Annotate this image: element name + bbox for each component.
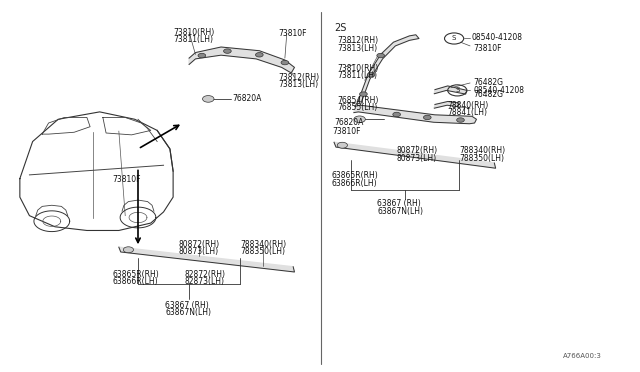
Text: 73810(RH): 73810(RH): [173, 28, 214, 37]
Polygon shape: [189, 47, 294, 73]
Text: 73810F: 73810F: [333, 126, 361, 136]
Polygon shape: [119, 247, 294, 272]
Text: 76482G: 76482G: [473, 90, 503, 99]
Text: 76855(LH): 76855(LH): [337, 103, 378, 112]
Text: A766A00:3: A766A00:3: [563, 353, 602, 359]
Text: 08540-41208: 08540-41208: [471, 33, 522, 42]
Circle shape: [354, 116, 365, 123]
Text: 80872(RH): 80872(RH): [178, 240, 220, 249]
Text: S: S: [455, 87, 460, 93]
Text: 76820A: 76820A: [335, 118, 364, 127]
Text: 73812(RH): 73812(RH): [278, 73, 319, 82]
Circle shape: [393, 112, 401, 117]
Text: 76820A: 76820A: [232, 94, 262, 103]
Circle shape: [424, 115, 431, 120]
Text: 73810F: 73810F: [278, 29, 307, 38]
Circle shape: [367, 73, 375, 77]
Text: 63865R(RH): 63865R(RH): [113, 270, 159, 279]
Circle shape: [202, 96, 214, 102]
Text: 73811(LH): 73811(LH): [337, 71, 377, 80]
Polygon shape: [435, 86, 467, 94]
Polygon shape: [354, 105, 476, 124]
Text: 73811(LH): 73811(LH): [173, 35, 213, 44]
Text: 63865R(RH): 63865R(RH): [332, 171, 378, 180]
Polygon shape: [435, 102, 460, 108]
Text: 76482G: 76482G: [473, 78, 503, 87]
Text: 73813(LH): 73813(LH): [278, 80, 319, 89]
Circle shape: [198, 53, 205, 58]
Text: 73810F: 73810F: [473, 44, 502, 52]
Text: 76854(RH): 76854(RH): [337, 96, 379, 105]
Polygon shape: [334, 142, 495, 168]
Polygon shape: [355, 35, 419, 106]
Circle shape: [360, 92, 367, 96]
Text: 788350(LH): 788350(LH): [460, 154, 504, 163]
Circle shape: [337, 142, 348, 148]
Text: 08540-41208: 08540-41208: [473, 86, 524, 95]
Text: 63866R(LH): 63866R(LH): [332, 179, 377, 187]
Text: 63867 (RH): 63867 (RH): [378, 199, 421, 208]
Text: 78841(LH): 78841(LH): [448, 108, 488, 117]
Text: 73810(RH): 73810(RH): [337, 64, 378, 73]
Text: 82873(LH): 82873(LH): [184, 277, 225, 286]
Text: 63867N(LH): 63867N(LH): [166, 308, 211, 317]
Circle shape: [124, 247, 134, 253]
Text: 78840(RH): 78840(RH): [448, 101, 489, 110]
Circle shape: [223, 49, 231, 53]
Circle shape: [281, 60, 289, 65]
Text: 73810F: 73810F: [113, 175, 141, 184]
Text: 73812(RH): 73812(RH): [337, 36, 378, 45]
Text: 63867N(LH): 63867N(LH): [378, 207, 424, 216]
Circle shape: [457, 118, 465, 122]
Text: 82872(RH): 82872(RH): [184, 270, 226, 279]
Circle shape: [377, 53, 385, 58]
Text: 788350(LH): 788350(LH): [240, 247, 285, 256]
Text: 788340(RH): 788340(RH): [240, 240, 286, 249]
Text: 63866R(LH): 63866R(LH): [113, 277, 158, 286]
Text: 80873(LH): 80873(LH): [178, 247, 218, 256]
Text: 63867 (RH): 63867 (RH): [166, 301, 209, 310]
Text: 788340(RH): 788340(RH): [460, 146, 506, 155]
Text: S: S: [452, 35, 456, 42]
Text: 73813(LH): 73813(LH): [337, 44, 378, 52]
Text: 80872(RH): 80872(RH): [397, 146, 438, 155]
Text: 2S: 2S: [335, 23, 347, 33]
Circle shape: [255, 52, 263, 57]
Text: 80873(LH): 80873(LH): [397, 154, 436, 163]
